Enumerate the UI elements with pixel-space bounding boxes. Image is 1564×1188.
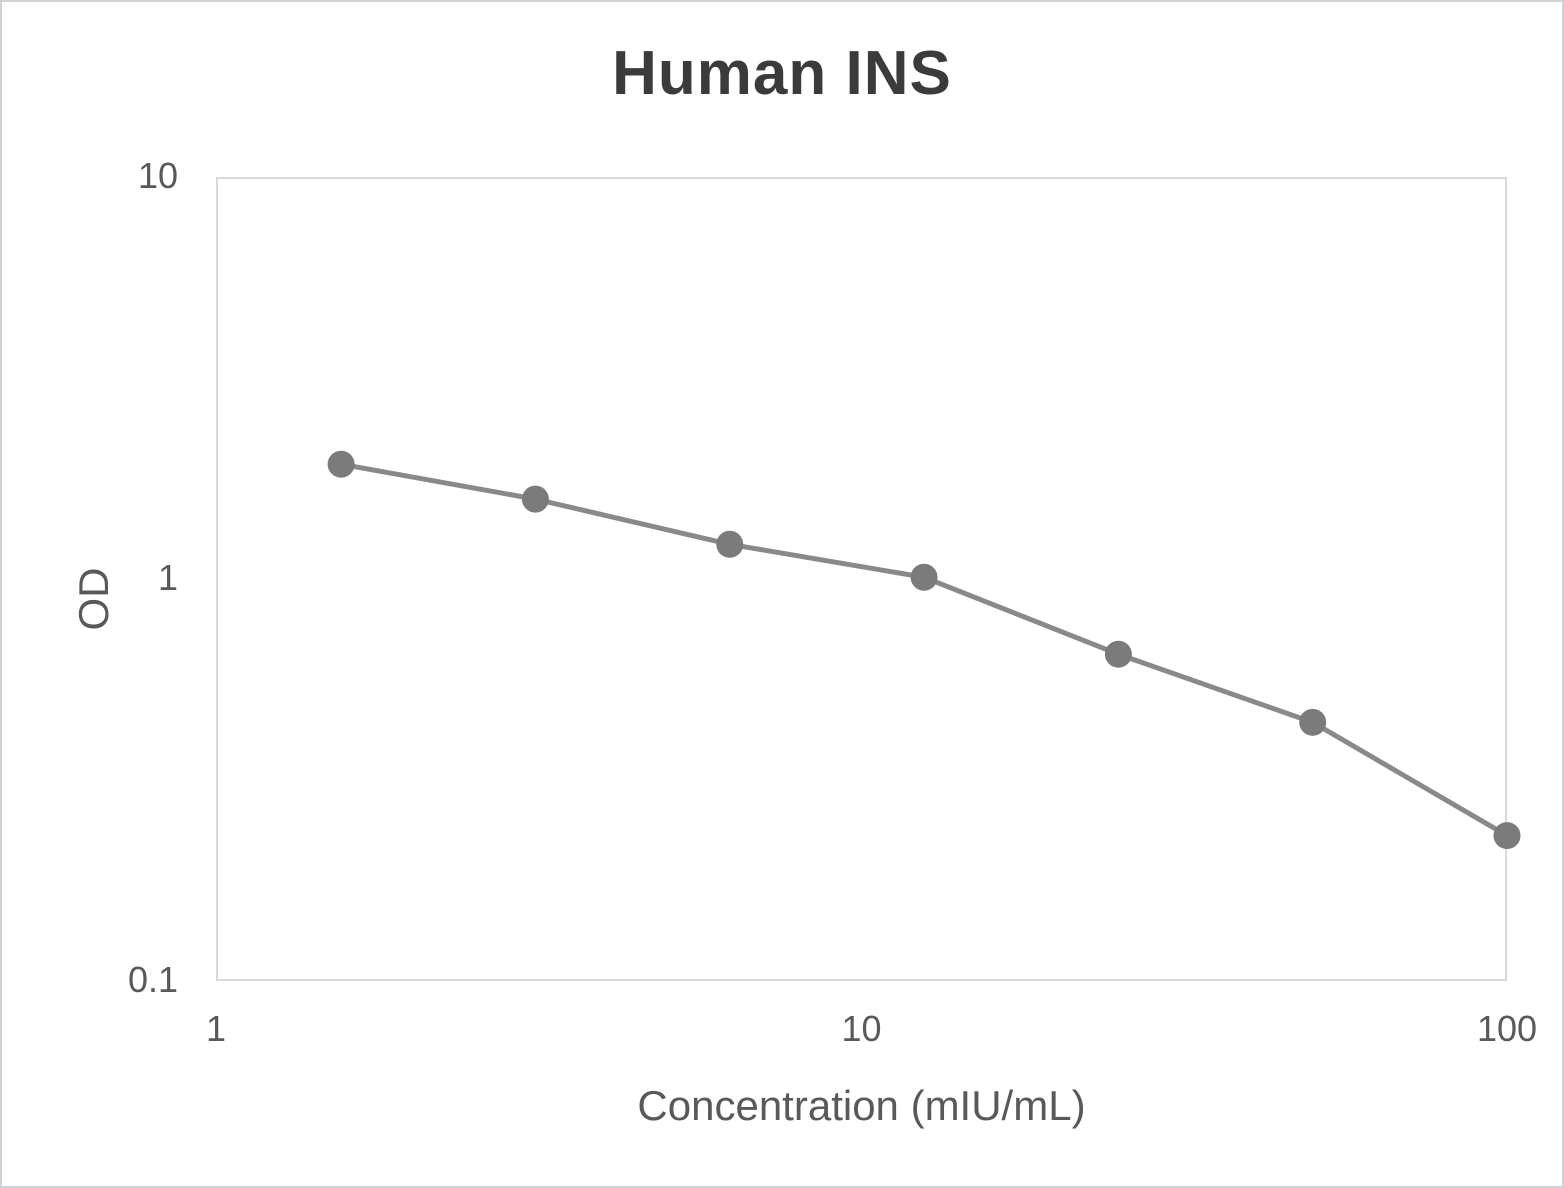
y-tick-label: 0.1 [127,959,178,1001]
x-tick-label: 10 [841,1008,882,1049]
y-tick-label: 1 [157,557,178,599]
data-point [1104,640,1132,668]
standard-curve-plot [327,450,1521,850]
data-point [521,485,549,513]
curve-line [340,461,1509,838]
plot-area [216,177,1521,981]
y-tick-label: 10 [137,155,178,197]
data-point [1493,822,1521,850]
y-axis-label: OD [70,567,117,631]
data-point [910,563,938,591]
x-axis-label: Concentration (mIU/mL) [637,1082,1086,1129]
data-point [1299,708,1327,736]
chart-title: Human INS [612,39,952,108]
x-tick-label: 1 [205,1008,227,1049]
data-point [716,530,744,558]
x-tick-label: 100 [1476,1008,1538,1049]
data-point [327,450,355,478]
